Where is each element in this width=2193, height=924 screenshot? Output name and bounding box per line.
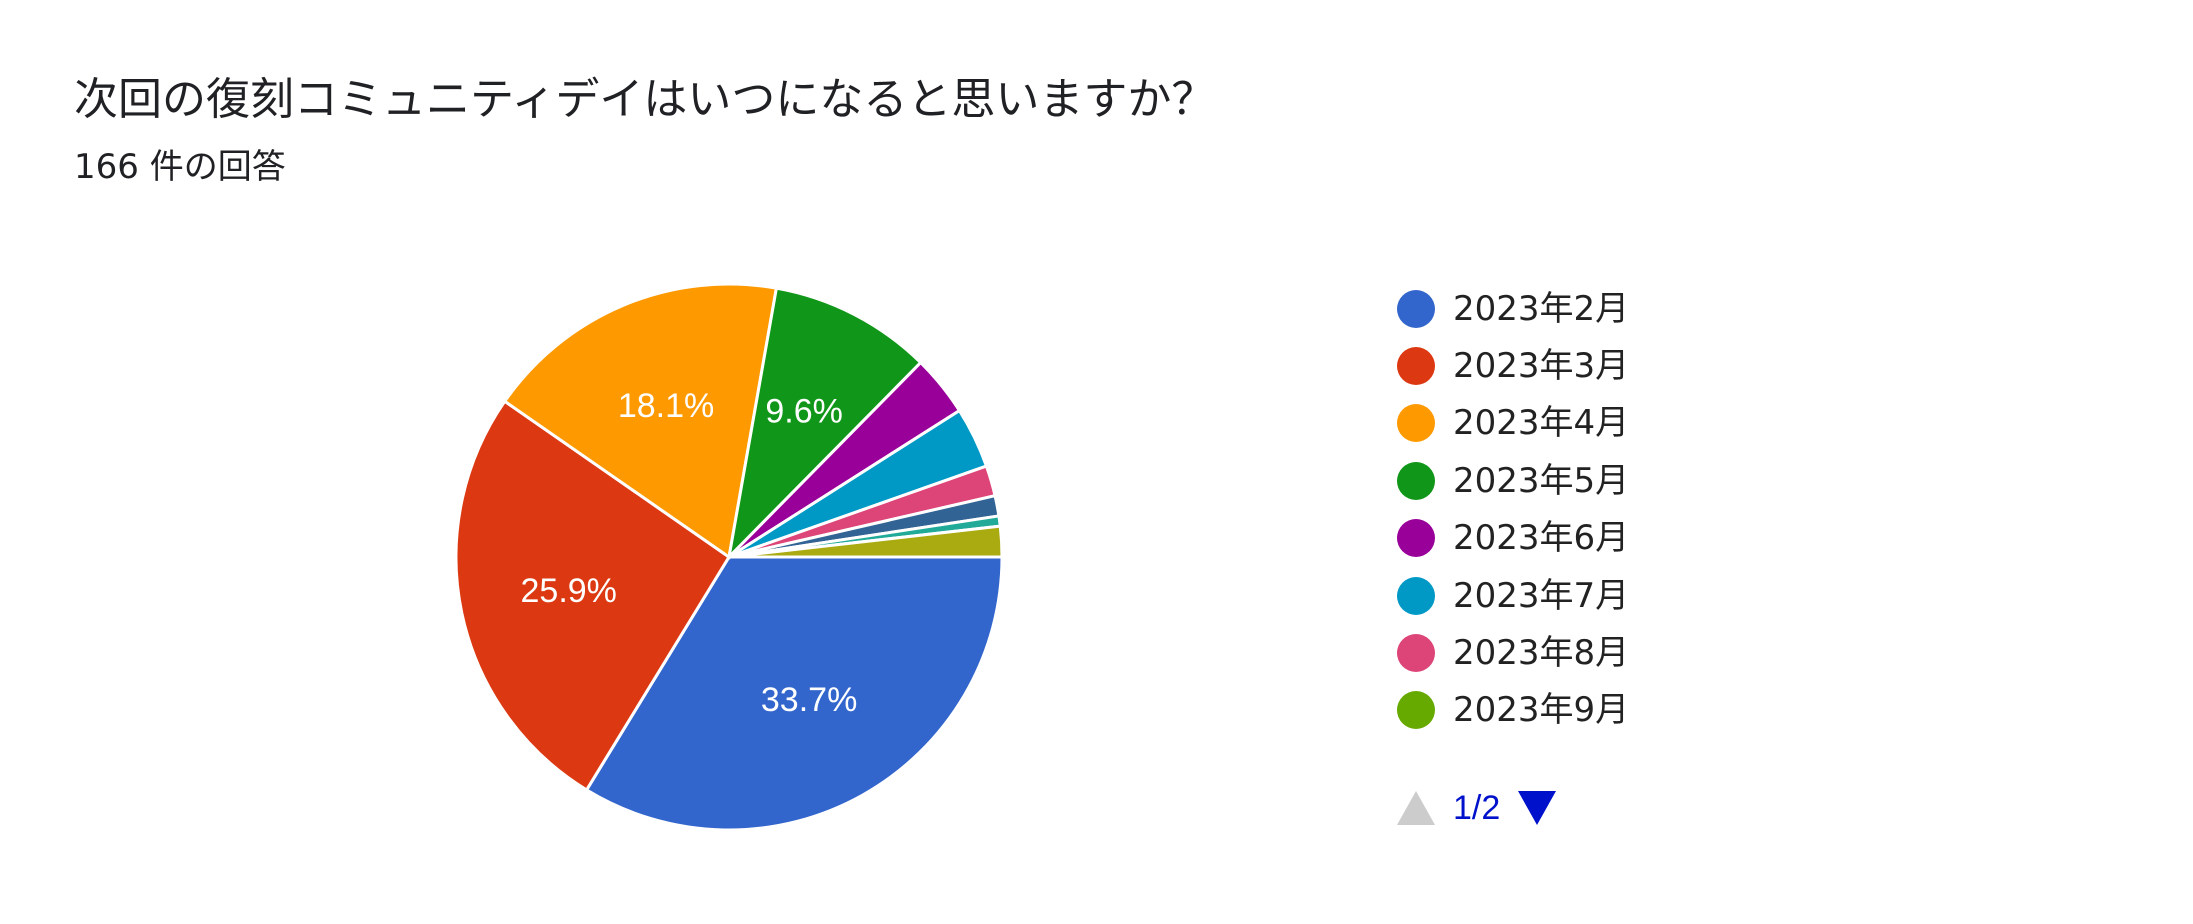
legend-label: 2023年5月 (1453, 460, 1630, 501)
legend-label: 2023年3月 (1453, 346, 1630, 387)
response-count: 166 件の回答 (74, 147, 286, 187)
legend-item[interactable]: 2023年3月 (1397, 337, 1897, 394)
legend-swatch (1397, 576, 1435, 615)
chart-legend: 2023年2月 2023年3月 2023年4月 2023年5月 2023年6月 2023年… (1397, 280, 1897, 739)
legend-label: 2023年9月 (1453, 690, 1630, 731)
chart-title: 次回の復刻コミュニティデイはいつになると思いますか？ (74, 74, 1216, 125)
pie-slice-3[interactable] (726, 286, 923, 562)
slice-label-2: 18.1% (618, 387, 714, 425)
slice-label-3: 9.6% (765, 392, 843, 430)
legend-swatch (1397, 461, 1435, 500)
legend-item[interactable]: 2023年7月 (1397, 567, 1897, 624)
legend-item[interactable]: 2023年2月 (1397, 280, 1897, 337)
pie-slice-9[interactable] (728, 524, 1004, 559)
slice-label-1: 25.9% (521, 572, 617, 610)
pie-slice-0[interactable] (584, 555, 1004, 832)
legend-page-indicator: 1/2 (1453, 788, 1501, 827)
slice-label-0: 33.7% (761, 681, 857, 719)
pie-slice-1[interactable] (454, 399, 732, 792)
pie-slice-2[interactable] (502, 282, 779, 560)
legend-label: 2023年4月 (1453, 403, 1630, 444)
legend-swatch (1397, 634, 1435, 673)
legend-item[interactable]: 2023年6月 (1397, 510, 1897, 567)
legend-pager: 1/2 (1397, 786, 1557, 830)
legend-swatch (1397, 347, 1435, 386)
legend-item[interactable]: 2023年5月 (1397, 452, 1897, 509)
legend-next-page-icon[interactable] (1518, 791, 1557, 825)
legend-label: 2023年6月 (1453, 518, 1630, 559)
legend-item[interactable]: 2023年9月 (1397, 682, 1897, 739)
legend-swatch (1397, 691, 1435, 730)
legend-label: 2023年8月 (1453, 633, 1630, 674)
legend-prev-page-icon[interactable] (1397, 791, 1435, 825)
legend-swatch (1397, 289, 1435, 328)
legend-swatch (1397, 519, 1435, 558)
legend-item[interactable]: 2023年8月 (1397, 624, 1897, 681)
legend-swatch (1397, 404, 1435, 443)
legend-label: 2023年2月 (1453, 288, 1630, 329)
legend-label: 2023年7月 (1453, 575, 1630, 616)
legend-item[interactable]: 2023年4月 (1397, 395, 1897, 452)
